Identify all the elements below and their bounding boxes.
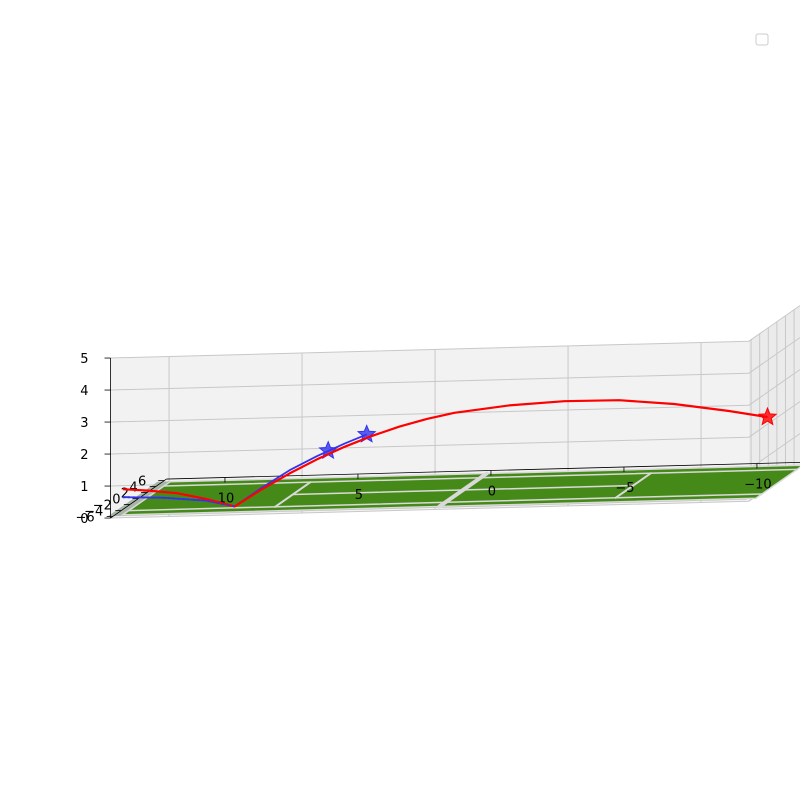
side-pane [748,305,800,502]
z-tick-label: 5 [80,352,88,367]
trajectory-series [122,399,778,508]
x-tick-label: 0 [488,485,496,500]
y-tick-label: 4 [129,481,137,496]
legend-box [755,33,769,46]
z-tick-label: 2 [80,448,88,463]
z-tick-label: 0 [80,512,88,527]
grid-line-z [110,304,800,359]
z-tick-label: 4 [80,384,88,399]
y-tick-label: 6 [138,475,146,490]
x-tick-label: −5 [615,481,634,496]
y-tick-label: −2 [93,499,112,514]
tennis-court [107,464,800,517]
y-tick-label: 0 [112,493,120,508]
trajectory-dotted-segment [122,496,235,508]
y-tick-label: 2 [121,487,129,502]
trajectory-line-0 [122,399,768,508]
y-tick-label: −6 [76,511,95,526]
x-axis-line [166,461,800,480]
x-tick-label: 5 [355,488,363,503]
z-tick-label: 1 [80,480,88,495]
z-tick-label: 3 [80,416,88,431]
star-marker [757,406,778,426]
net-line [437,471,489,509]
y-tick-label: −4 [84,505,103,520]
grid-line-z [110,336,800,391]
grid-line-z [110,368,800,423]
x-tick-label: −10 [744,478,771,493]
legend[interactable] [755,33,769,46]
